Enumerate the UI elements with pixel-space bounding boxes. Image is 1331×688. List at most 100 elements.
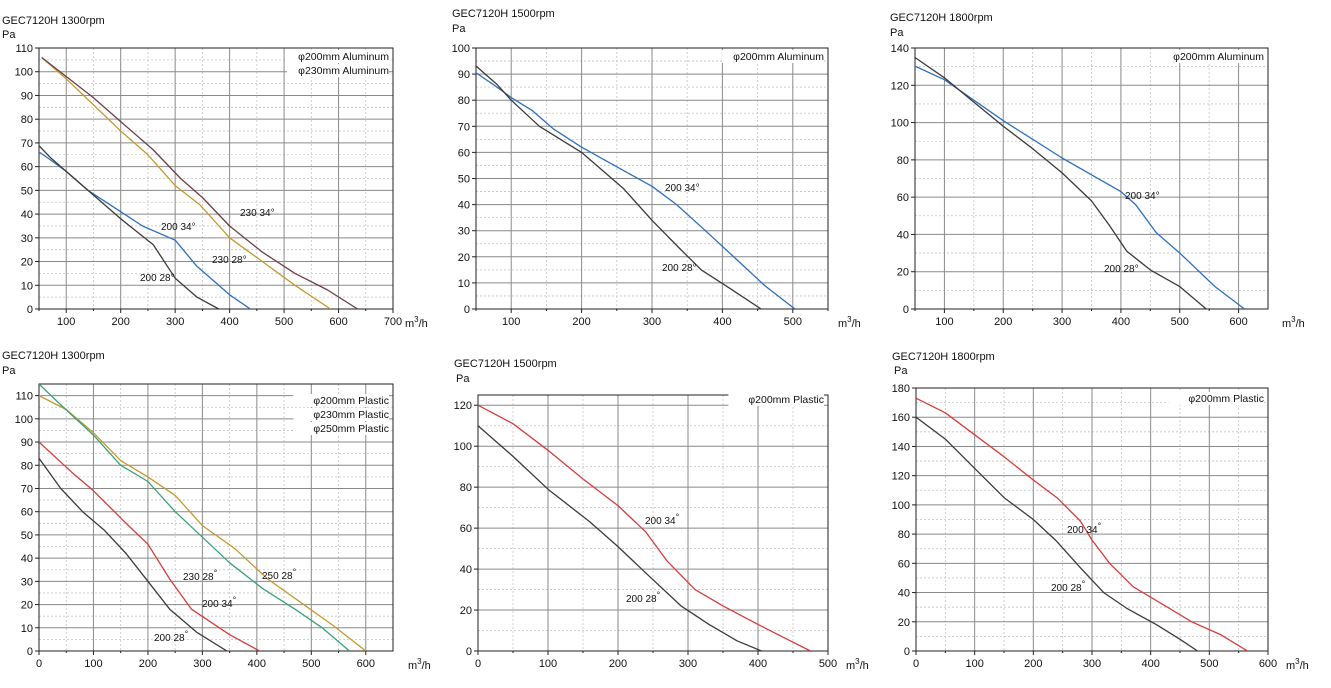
curve-label: 200 34° bbox=[161, 222, 196, 233]
y-tick-label: 60 bbox=[460, 523, 472, 535]
x-tick-label: 200 bbox=[609, 658, 627, 670]
chart-title: GEC7120H 1300rpm bbox=[2, 350, 105, 362]
x-tick-label: 400 bbox=[713, 316, 731, 328]
x-axis-unit: m3/h bbox=[1286, 657, 1309, 672]
x-axis-unit: m3/h bbox=[1282, 315, 1305, 330]
series-line-1 bbox=[916, 397, 1248, 651]
x-tick-label: 100 bbox=[57, 316, 75, 328]
x-tick-label: 400 bbox=[749, 658, 767, 670]
x-tick-label: 200 bbox=[112, 316, 130, 328]
curve-label: 200 28° bbox=[140, 273, 175, 284]
y-tick-label: 100 bbox=[15, 414, 33, 426]
x-tick-label: 600 bbox=[357, 658, 375, 670]
curve-label: 200 34° bbox=[645, 512, 680, 527]
x-tick-label: 300 bbox=[193, 658, 211, 670]
series-line-4 bbox=[39, 384, 350, 651]
y-tick-label: 30 bbox=[458, 226, 470, 238]
series-line-3 bbox=[39, 395, 367, 651]
curve-label: 230 34° bbox=[240, 208, 275, 219]
curve-label: 200 28° bbox=[154, 629, 189, 644]
x-tick-label: 700 bbox=[384, 316, 402, 328]
x-tick-label: 300 bbox=[679, 658, 697, 670]
x-tick-label: 500 bbox=[784, 316, 802, 328]
y-tick-label: 70 bbox=[21, 138, 33, 150]
y-tick-label: 140 bbox=[892, 441, 910, 453]
legend-bg bbox=[722, 50, 824, 63]
x-tick-label: 400 bbox=[1141, 658, 1159, 670]
y-axis-unit: Pa bbox=[452, 23, 466, 35]
x-tick-label: 500 bbox=[1200, 658, 1218, 670]
series-line-1 bbox=[915, 65, 1245, 309]
x-tick-label: 0 bbox=[913, 658, 919, 670]
legend-entry: φ200mm Aluminum bbox=[733, 51, 824, 63]
x-tick-label: 600 bbox=[1259, 658, 1277, 670]
x-tick-label: 200 bbox=[572, 316, 590, 328]
y-tick-label: 60 bbox=[21, 162, 33, 174]
x-tick-label: 300 bbox=[166, 316, 184, 328]
series-line-2 bbox=[39, 144, 220, 309]
y-tick-label: 160 bbox=[892, 412, 910, 424]
x-tick-label: 600 bbox=[1229, 316, 1247, 328]
y-tick-label: 100 bbox=[15, 67, 33, 79]
y-tick-label: 120 bbox=[454, 400, 472, 412]
y-tick-label: 120 bbox=[891, 80, 909, 92]
x-tick-label: 0 bbox=[475, 658, 481, 670]
y-tick-label: 80 bbox=[898, 529, 910, 541]
curve-label: 200 28° bbox=[662, 263, 697, 274]
y-tick-label: 40 bbox=[458, 200, 470, 212]
y-axis-unit: Pa bbox=[894, 365, 908, 377]
y-tick-label: 30 bbox=[21, 233, 33, 245]
y-tick-label: 10 bbox=[458, 278, 470, 290]
x-tick-label: 100 bbox=[539, 658, 557, 670]
series-line-1 bbox=[39, 441, 260, 651]
y-tick-label: 20 bbox=[897, 267, 909, 279]
chart-title: GEC7120H 1800rpm bbox=[892, 351, 995, 363]
y-tick-label: 70 bbox=[458, 121, 470, 133]
series-line-1 bbox=[39, 151, 251, 309]
series-line-2 bbox=[915, 56, 1207, 309]
y-tick-label: 50 bbox=[458, 174, 470, 186]
y-tick-label: 110 bbox=[15, 43, 33, 55]
x-tick-label: 500 bbox=[302, 658, 320, 670]
y-tick-label: 80 bbox=[21, 114, 33, 126]
y-tick-label: 60 bbox=[458, 147, 470, 159]
y-tick-label: 90 bbox=[21, 90, 33, 102]
curve-label: 200 34° bbox=[1067, 521, 1102, 536]
x-tick-label: 100 bbox=[935, 316, 953, 328]
legend-bg bbox=[287, 64, 389, 77]
y-tick-label: 120 bbox=[892, 471, 910, 483]
y-tick-label: 0 bbox=[466, 646, 472, 658]
chart-3: GEC7120H 1800rpm Pa 100 200 300 400 500 600 0 20 4… bbox=[890, 12, 1305, 330]
x-tick-label: 300 bbox=[1083, 658, 1101, 670]
grid bbox=[915, 48, 1268, 309]
series-group bbox=[915, 56, 1245, 309]
curve-label: 200 34° bbox=[665, 183, 700, 194]
y-tick-label: 60 bbox=[898, 558, 910, 570]
y-tick-label: 40 bbox=[460, 564, 472, 576]
chart-title: GEC7120H 1300rpm bbox=[2, 15, 105, 27]
x-tick-label: 200 bbox=[994, 316, 1012, 328]
x-tick-label: 400 bbox=[1112, 316, 1130, 328]
x-tick-label: 500 bbox=[275, 316, 293, 328]
y-tick-label: 60 bbox=[897, 192, 909, 204]
legend-entry: φ230mm Plastic bbox=[313, 409, 389, 421]
y-tick-label: 40 bbox=[897, 229, 909, 241]
y-tick-label: 50 bbox=[21, 185, 33, 197]
x-tick-label: 0 bbox=[36, 658, 42, 670]
y-tick-label: 40 bbox=[21, 209, 33, 221]
y-tick-label: 20 bbox=[21, 600, 33, 612]
curve-label: 200 28° bbox=[1104, 264, 1139, 275]
y-tick-label: 0 bbox=[904, 646, 910, 658]
series-group bbox=[39, 384, 367, 651]
legend-entry: φ250mm Plastic bbox=[313, 423, 389, 435]
y-tick-label: 80 bbox=[460, 482, 472, 494]
x-tick-label: 200 bbox=[139, 658, 157, 670]
series-line-2 bbox=[476, 65, 762, 309]
x-tick-label: 300 bbox=[643, 316, 661, 328]
series-line-4 bbox=[41, 56, 358, 309]
y-tick-label: 20 bbox=[458, 252, 470, 264]
curve-label: 200 28° bbox=[1051, 579, 1086, 594]
x-axis-unit: m3/h bbox=[405, 315, 428, 330]
y-tick-label: 20 bbox=[21, 257, 33, 269]
